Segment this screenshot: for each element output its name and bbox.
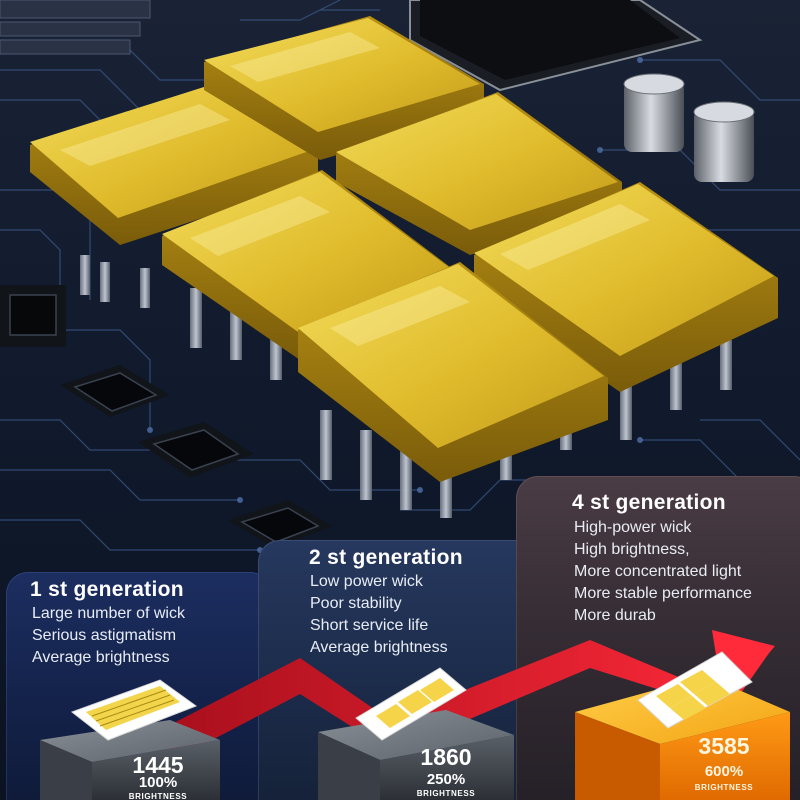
generation-2-lumens: 1860 <box>420 744 472 770</box>
generation-2-title: 2 st generation <box>309 546 463 569</box>
generation-4-features: High-power wick High brightness, More co… <box>574 517 752 627</box>
generation-1-title: 1 st generation <box>30 578 184 601</box>
led-chip-array <box>30 16 778 482</box>
generation-4-lumens: 3585 <box>698 733 750 759</box>
generation-4-feature: More durab <box>574 607 656 624</box>
generation-1-lumens: 1445 <box>132 752 184 778</box>
generation-2-percent: 250% <box>426 771 466 788</box>
generation-1-feature: Large number of wick <box>32 605 185 622</box>
generation-2-feature: Poor stability <box>310 595 402 612</box>
generation-1-feature: Average brightness <box>32 649 170 666</box>
generation-4-feature: High-power wick <box>574 519 692 536</box>
generation-2-feature: Average brightness <box>310 639 448 656</box>
generation-4-feature: More stable performance <box>574 585 752 602</box>
generation-4-percent: 600% <box>704 763 744 780</box>
generation-4-title: 4 st generation <box>572 491 726 514</box>
generation-1-feature: Serious astigmatism <box>32 627 177 644</box>
generation-4-feature: High brightness, <box>574 541 690 558</box>
generation-2-caption: BRIGHTNESS <box>416 789 476 798</box>
generation-2-features: Low power wick Poor stability Short serv… <box>310 571 448 659</box>
generation-2-feature: Short service life <box>310 617 429 634</box>
generation-1-caption: BRIGHTNESS <box>128 792 188 800</box>
generation-2-feature: Low power wick <box>310 573 423 590</box>
generation-1-percent: 100% <box>138 774 178 791</box>
generation-4-caption: BRIGHTNESS <box>694 783 754 792</box>
generation-4-feature: More concentrated light <box>574 563 742 580</box>
generation-1-features: Large number of wick Serious astigmatism… <box>32 603 185 669</box>
